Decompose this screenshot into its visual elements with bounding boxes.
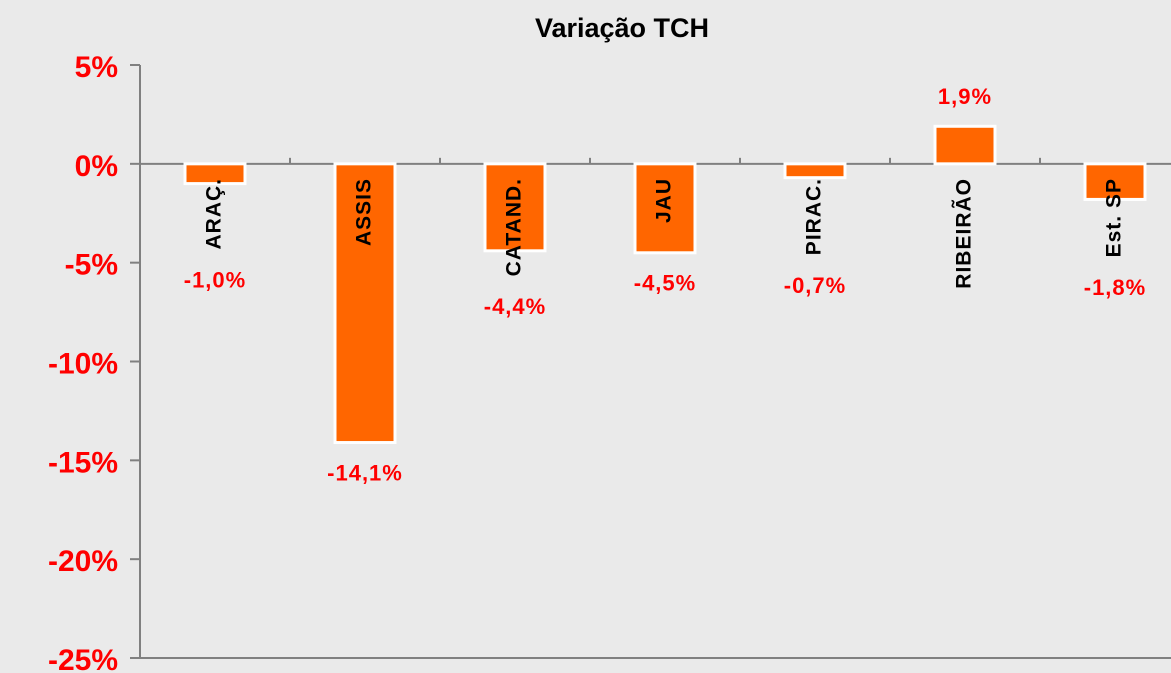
x-tick-label: JAU xyxy=(653,178,676,223)
value-label: -4,4% xyxy=(484,294,546,319)
x-tick-label: RIBEIRÃO xyxy=(953,178,976,289)
value-label: -1,0% xyxy=(184,267,246,292)
value-label: -0,7% xyxy=(784,273,846,298)
y-tick-label: -25% xyxy=(48,644,118,673)
bar xyxy=(483,162,547,253)
y-tick-label: 0% xyxy=(75,150,118,183)
bar xyxy=(1083,162,1147,201)
y-tick-label: -10% xyxy=(48,347,118,380)
bar xyxy=(933,124,997,166)
value-label: 1,9% xyxy=(938,84,992,109)
value-label: -4,5% xyxy=(634,271,696,296)
y-tick-label: -5% xyxy=(65,249,118,282)
bar xyxy=(333,162,397,445)
x-tick-label: CATAND. xyxy=(503,178,526,276)
x-tick-label: ASSIS xyxy=(353,178,376,246)
bar xyxy=(183,162,247,186)
x-tick-label: PIRAC. xyxy=(803,178,826,255)
chart-title: Variação TCH xyxy=(535,13,709,43)
y-tick-label: 5% xyxy=(75,51,118,84)
bar xyxy=(783,162,847,180)
y-tick-label: -20% xyxy=(48,545,118,578)
value-label: -14,1% xyxy=(327,460,403,485)
x-tick-label: ARAÇ. xyxy=(203,178,226,250)
x-tick-label: Est. SP xyxy=(1103,178,1126,257)
y-tick-label: -15% xyxy=(48,446,118,479)
bar xyxy=(633,162,697,255)
value-label: -1,8% xyxy=(1084,275,1146,300)
